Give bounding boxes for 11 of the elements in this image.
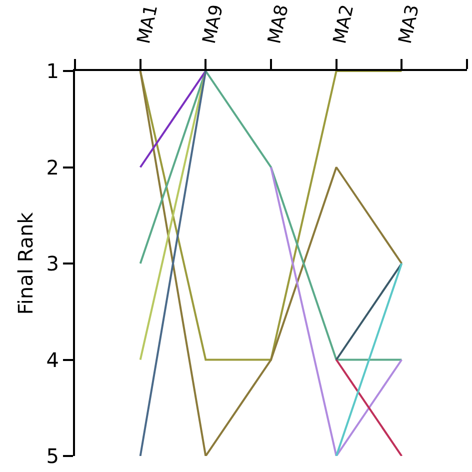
y-tick-label: 2 [46, 155, 59, 180]
x-tick-label: MA3 [394, 2, 424, 46]
y-tick-label: 4 [46, 348, 59, 372]
x-tick-label: MA9 [198, 2, 228, 46]
y-tick-label: 5 [46, 444, 59, 468]
x-tick-label: MA2 [329, 2, 358, 46]
y-tick-label: 3 [46, 252, 59, 276]
y-tick-label: 1 [46, 59, 59, 83]
x-tick-label: MA1 [133, 2, 162, 46]
x-tick-label: MA8 [264, 2, 293, 46]
y-axis-title: Final Rank [13, 212, 38, 315]
